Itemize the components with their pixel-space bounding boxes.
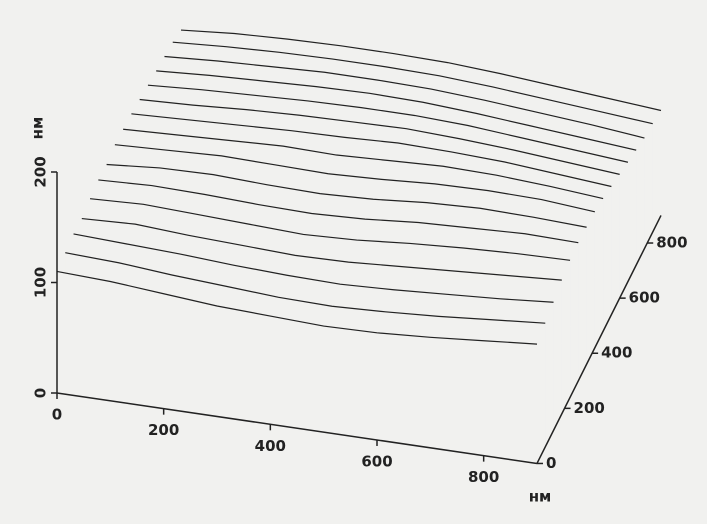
y-tick-label: 200 (574, 399, 605, 417)
y-tick-label: 600 (629, 289, 660, 307)
z-tick-label: 100 (32, 267, 50, 298)
z-axis-label: нм (29, 117, 47, 140)
surface-profile (147, 84, 629, 163)
y-tick-label: 0 (546, 454, 556, 472)
surface-profile (131, 113, 612, 188)
surface-profile (90, 198, 571, 261)
surface-profile (123, 128, 604, 200)
x-tick-label: 400 (255, 437, 286, 455)
surface-profile (180, 29, 662, 112)
x-tick-label: 200 (148, 421, 179, 439)
z-tick-label: 0 (32, 388, 50, 398)
x-tick-label: 0 (52, 406, 62, 424)
surface-profile (81, 217, 562, 281)
surface-profile (98, 179, 579, 244)
surface-profile (56, 270, 538, 345)
y-axis (536, 215, 662, 464)
surface-profile (106, 163, 587, 228)
surface-profile (156, 70, 637, 151)
surface-profile (139, 98, 620, 175)
z-tick-label: 200 (32, 156, 50, 187)
surface-profile (73, 233, 554, 303)
surface-profile (172, 41, 653, 125)
surface-profile (114, 144, 596, 213)
y-tick-label: 400 (601, 344, 632, 362)
x-axis (56, 392, 538, 465)
surface-profile (65, 252, 546, 324)
surface-profile (164, 55, 645, 139)
x-tick-label: 800 (468, 468, 499, 486)
x-axis-label: нм (529, 488, 552, 506)
surface-fill (57, 271, 537, 464)
x-tick-label: 600 (361, 452, 392, 470)
y-tick-label: 800 (656, 234, 687, 252)
